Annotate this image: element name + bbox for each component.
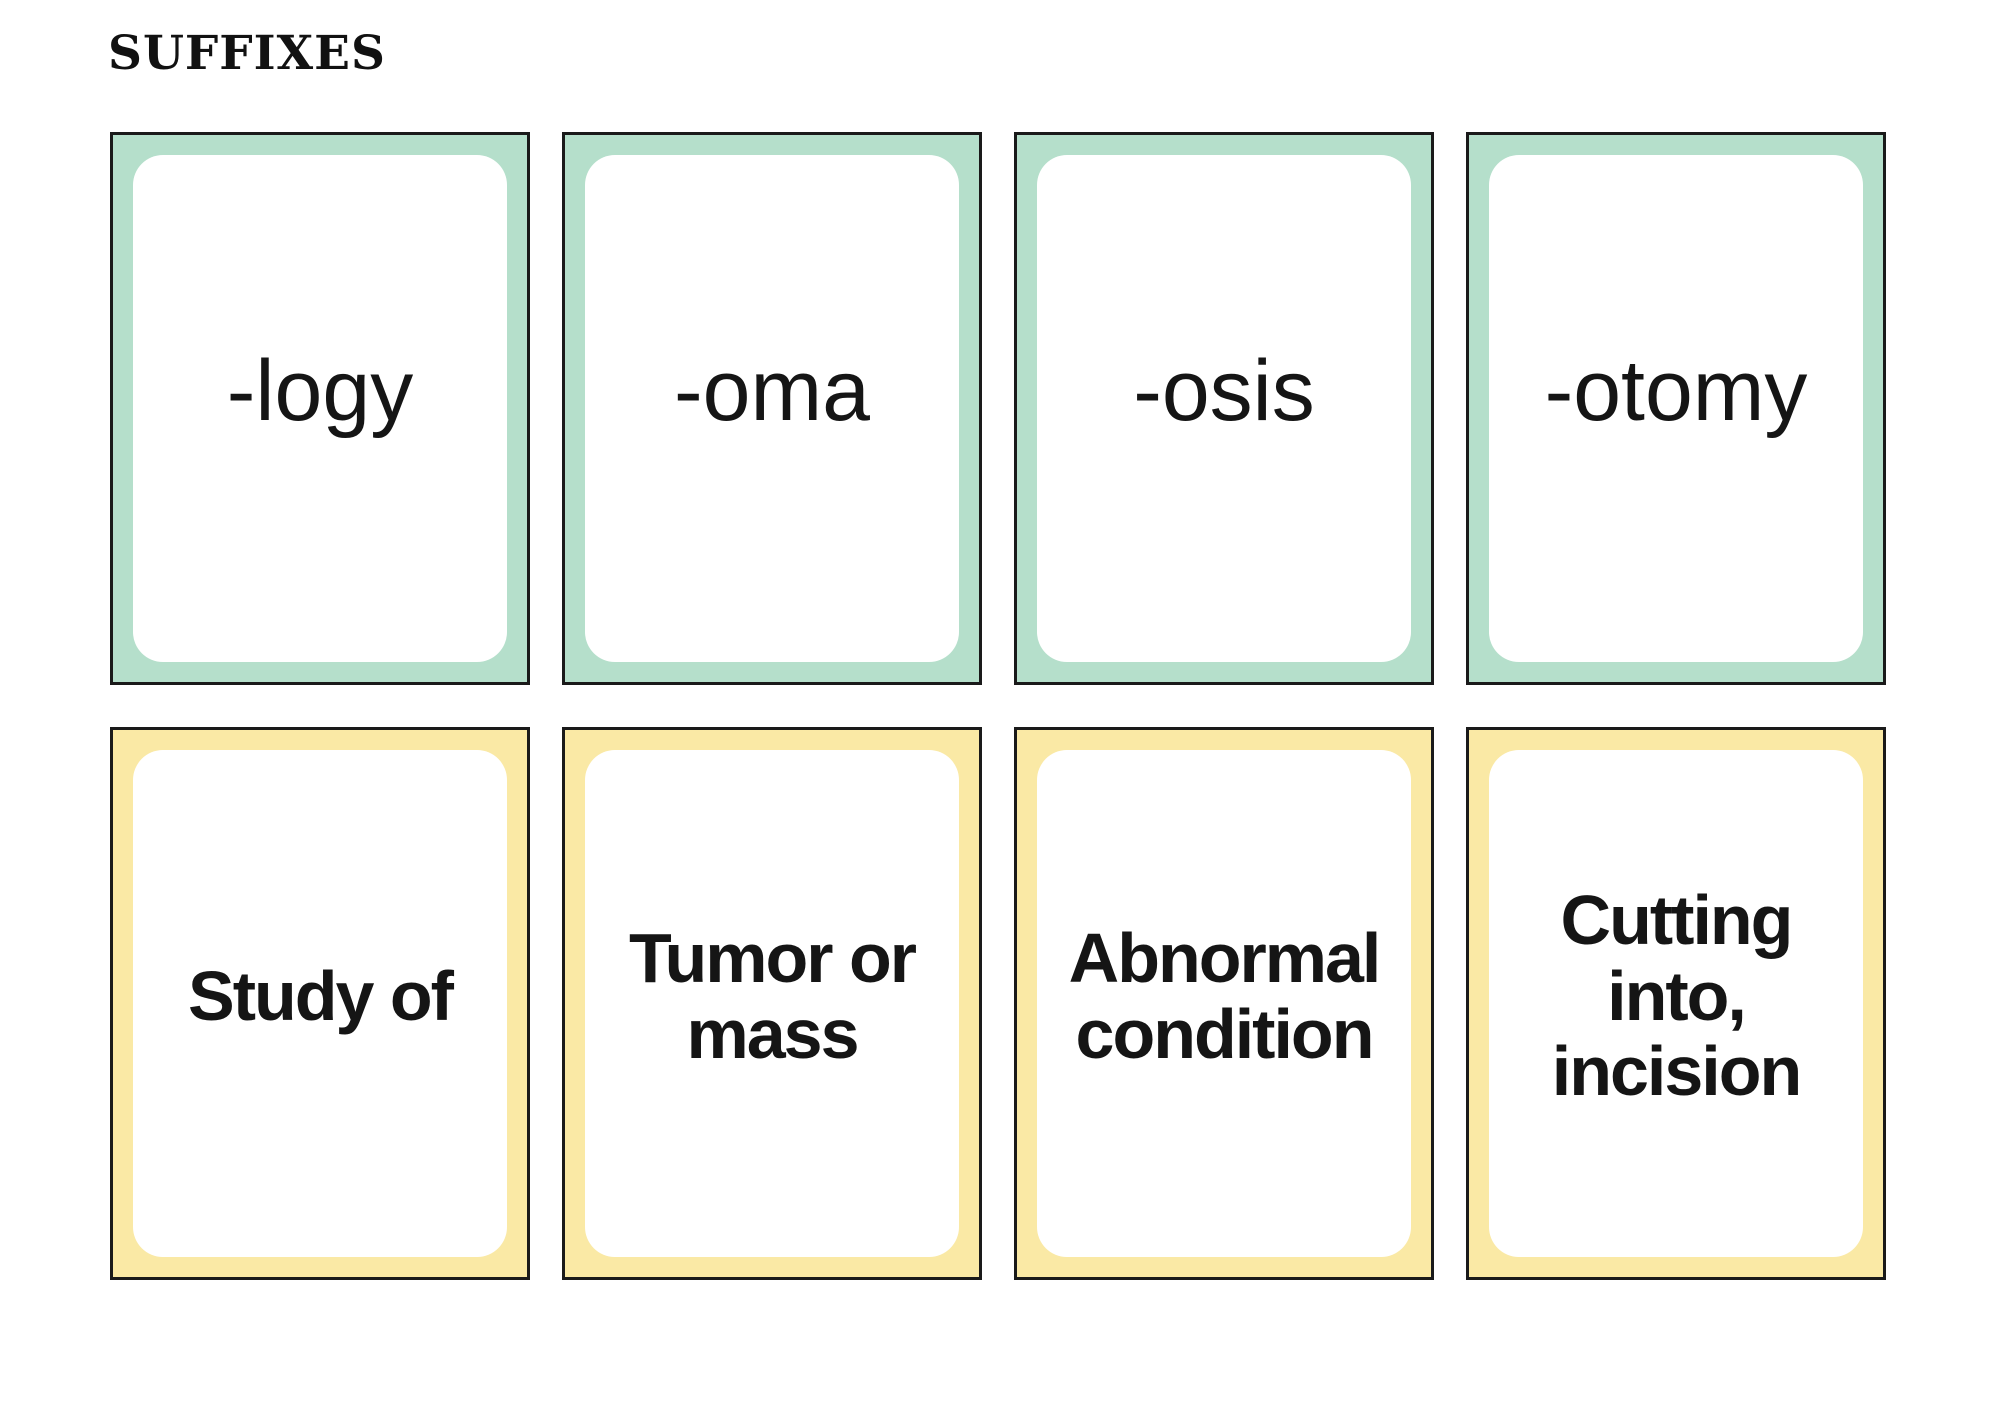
card-inner-panel: Tumor or mass (585, 750, 959, 1257)
card-inner-panel: Abnormal condition (1037, 750, 1411, 1257)
suffix-text: -otomy (1544, 343, 1808, 440)
meaning-text: Abnormal condition (1068, 918, 1382, 1073)
card-inner-panel: -oma (585, 155, 959, 662)
flashcard-front-otomy: -otomy (1466, 132, 1886, 685)
flashcard-front-oma: -oma (562, 132, 982, 685)
card-inner-panel: Cutting into, incision (1489, 750, 1863, 1257)
card-inner-panel: -osis (1037, 155, 1411, 662)
flashcard-back-logy: Study of (110, 727, 530, 1280)
card-inner-panel: -logy (133, 155, 507, 662)
card-grid: -logy -oma -osis -otomy Study of (110, 132, 1886, 1280)
page-title: SUFFIXES (108, 26, 386, 81)
suffix-text: -logy (226, 343, 414, 440)
card-inner-panel: Study of (133, 750, 507, 1257)
suffix-text: -oma (674, 343, 870, 440)
meaning-text: Study of (188, 956, 454, 1035)
meaning-text: Tumor or mass (628, 918, 917, 1073)
flashcard-front-osis: -osis (1014, 132, 1434, 685)
flashcard-front-logy: -logy (110, 132, 530, 685)
meaning-text: Cutting into, incision (1551, 881, 1802, 1111)
flashcard-back-osis: Abnormal condition (1014, 727, 1434, 1280)
flashcard-back-otomy: Cutting into, incision (1466, 727, 1886, 1280)
suffix-text: -osis (1133, 343, 1315, 440)
card-inner-panel: -otomy (1489, 155, 1863, 662)
flashcard-back-oma: Tumor or mass (562, 727, 982, 1280)
